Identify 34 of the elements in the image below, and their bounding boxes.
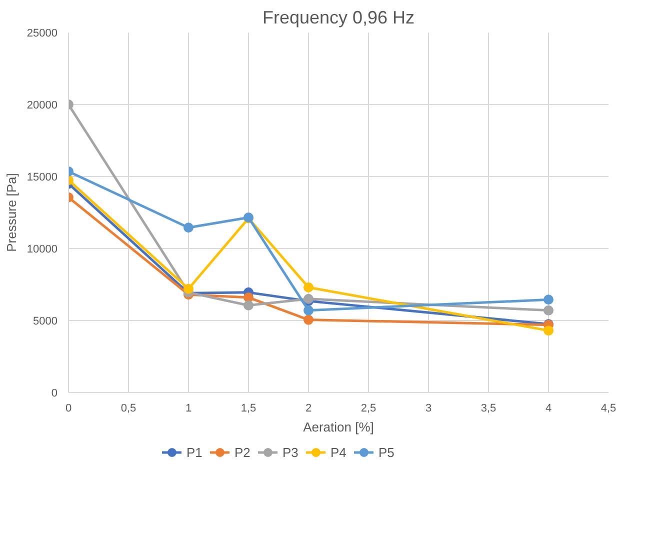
point	[304, 314, 314, 325]
point	[304, 282, 314, 292]
legend-label: P1	[186, 444, 204, 460]
x-tick-label: 4,5	[600, 402, 616, 414]
point	[544, 305, 554, 316]
legend-label: P4	[330, 444, 348, 460]
x-tick-label: 0,5	[120, 402, 136, 414]
y-axis-title: Pressure [Pa]	[4, 173, 19, 252]
y-tick-label: 25000	[26, 28, 58, 40]
point	[544, 326, 554, 336]
x-tick-label: 3	[425, 402, 432, 414]
x-tick-label: 4	[545, 402, 552, 414]
x-tick-label: 1,5	[240, 402, 256, 414]
point	[544, 294, 554, 305]
point	[244, 300, 254, 310]
y-tick-label: 5000	[33, 316, 58, 328]
y-tick-label: 10000	[26, 244, 58, 256]
legend-label: P3	[282, 444, 300, 460]
y-tick-label: 20000	[26, 100, 58, 112]
y-tick-label: 15000	[26, 172, 58, 184]
x-tick-label: 3,5	[480, 402, 496, 414]
x-tick-label: 2,5	[360, 402, 376, 414]
y-tick-label: 0	[51, 388, 58, 400]
x-axis-title: Aeration [%]	[303, 420, 374, 434]
chart-title: Frequency 0,96 Hz	[262, 8, 415, 28]
x-tick-label: 0	[65, 402, 72, 414]
point	[304, 294, 314, 304]
point	[184, 222, 194, 233]
legend-label: P5	[378, 444, 396, 460]
x-tick-label: 1	[185, 402, 192, 414]
point	[184, 284, 194, 294]
point	[304, 305, 314, 316]
x-tick-label: 2	[305, 402, 312, 414]
legend-label: P2	[234, 444, 252, 460]
